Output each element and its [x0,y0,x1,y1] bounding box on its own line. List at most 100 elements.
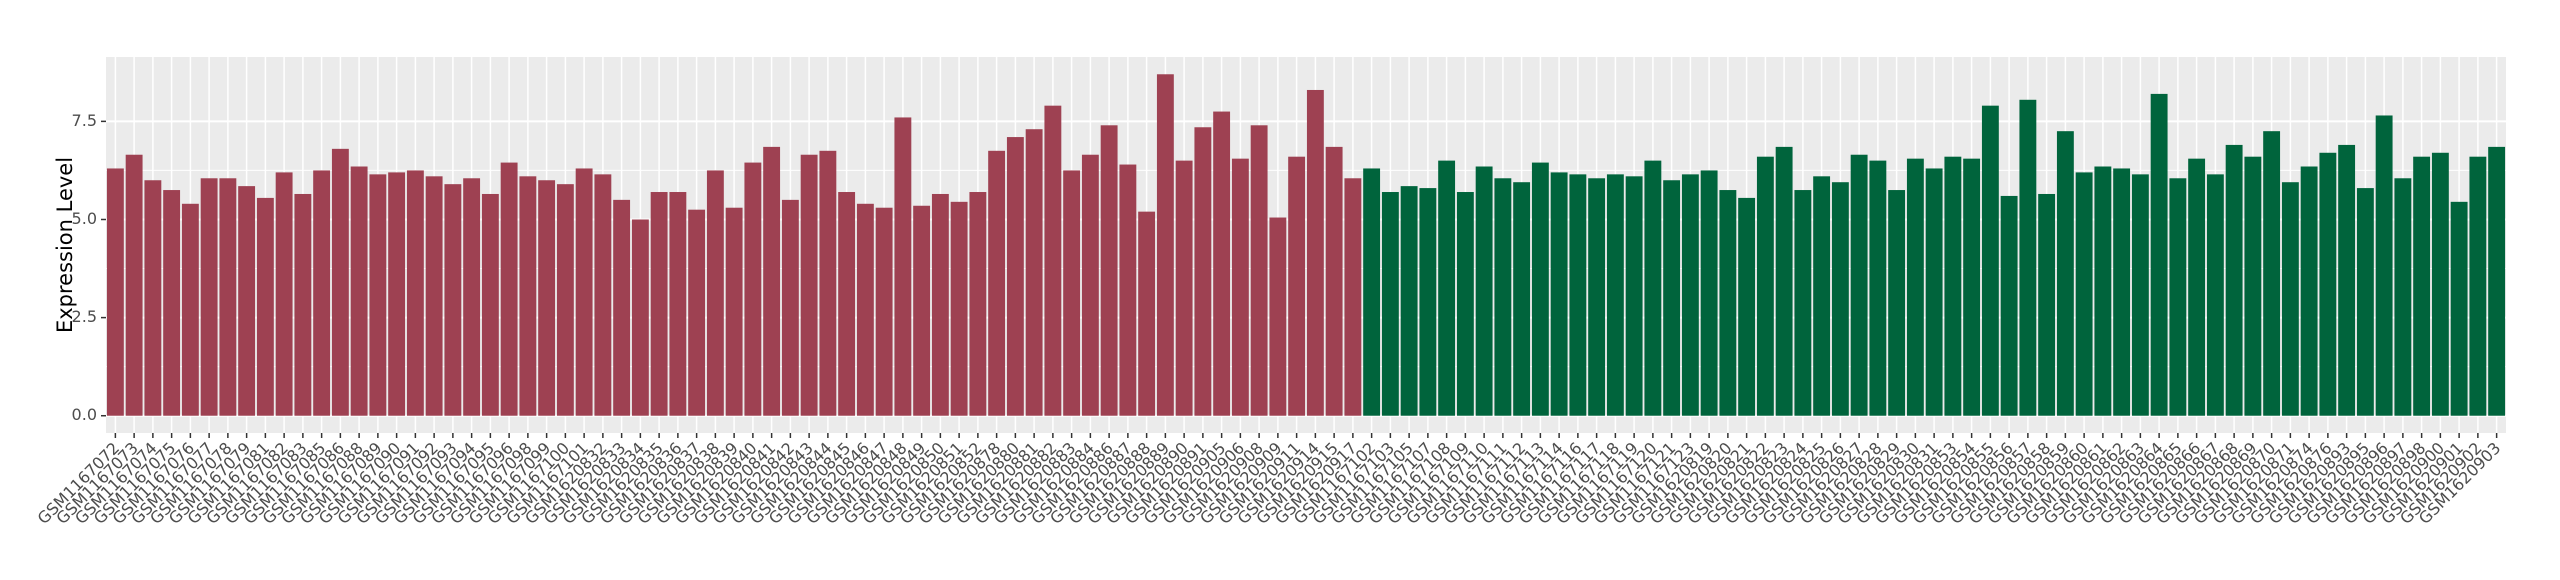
bar [275,172,293,416]
bar [1288,156,1306,416]
bar [1344,178,1362,416]
bar [688,209,706,416]
bar [1513,182,1531,416]
bar [425,176,443,416]
bar [2169,178,2187,416]
bar [1925,168,1943,416]
bar [1306,89,1324,416]
bar [875,207,893,416]
bar [1381,192,1399,416]
bar [1738,197,1756,416]
bar [1569,174,1587,416]
bar [406,170,424,416]
bar [1944,156,1962,416]
bar [1006,137,1024,416]
bar [294,193,312,416]
bar [931,193,949,416]
bar [2225,144,2243,416]
bar [2450,201,2468,416]
bar [1775,146,1793,416]
bar [1100,125,1118,416]
bar [1906,158,1924,416]
bar [2413,156,2431,416]
bar [1888,190,1906,416]
bar [706,170,724,416]
bar [2319,152,2337,416]
bar [2394,178,2412,416]
bar [1175,160,1193,416]
bar [2056,131,2074,416]
bar [1700,170,1718,416]
bar [744,162,762,416]
bar [538,180,556,416]
bar [219,178,237,416]
bar [1325,146,1343,416]
bar [2000,195,2018,416]
bar [519,176,537,416]
bar [388,172,406,416]
bar [856,203,874,416]
bar [1531,162,1549,416]
bar [2263,131,2281,416]
bar [350,166,368,416]
bar [1025,129,1043,416]
bar [2038,193,2056,416]
bar [1756,156,1774,416]
bar [781,199,799,416]
bar [613,199,631,416]
bar [200,178,218,416]
bar [256,197,274,416]
bar [500,162,518,416]
bar [444,184,462,416]
bar [800,154,818,416]
bar [650,192,668,416]
bar [238,186,256,416]
bar [1269,217,1287,416]
bar [1550,172,1568,416]
bar [2469,156,2487,416]
bar [969,192,987,416]
bar [594,174,612,416]
bar [1794,190,1812,416]
bar [106,168,124,416]
bar [1963,158,1981,416]
bar [2150,93,2168,416]
bar [988,150,1006,416]
bar [1719,190,1737,416]
bar [894,117,912,416]
bar [125,154,143,416]
bar [1138,211,1156,416]
bar [1606,174,1624,416]
bar [1869,160,1887,416]
bar [1363,168,1381,416]
bar [1119,164,1137,416]
bar [2075,172,2093,416]
bar [2338,144,2356,416]
bar [913,205,931,416]
bar [1063,170,1081,416]
bar [819,150,837,416]
bar [1400,186,1418,416]
bar [725,207,743,416]
bar [331,148,349,416]
bar [2356,188,2374,416]
bar [1813,176,1831,416]
bar [369,174,387,416]
bar [1644,160,1662,416]
bar [1588,178,1606,416]
y-tick-label: 2.5 [72,307,97,326]
bar [1156,74,1174,416]
bar [163,190,181,416]
bar [1250,125,1268,416]
y-axis-title: Expression Level [53,157,77,333]
bar [950,201,968,416]
bar [181,203,199,416]
bar [1438,160,1456,416]
bar [2431,152,2449,416]
bar [2113,168,2131,416]
bar [1456,192,1474,416]
bar [2300,166,2318,416]
bar [1081,154,1099,416]
bar [1981,105,1999,416]
